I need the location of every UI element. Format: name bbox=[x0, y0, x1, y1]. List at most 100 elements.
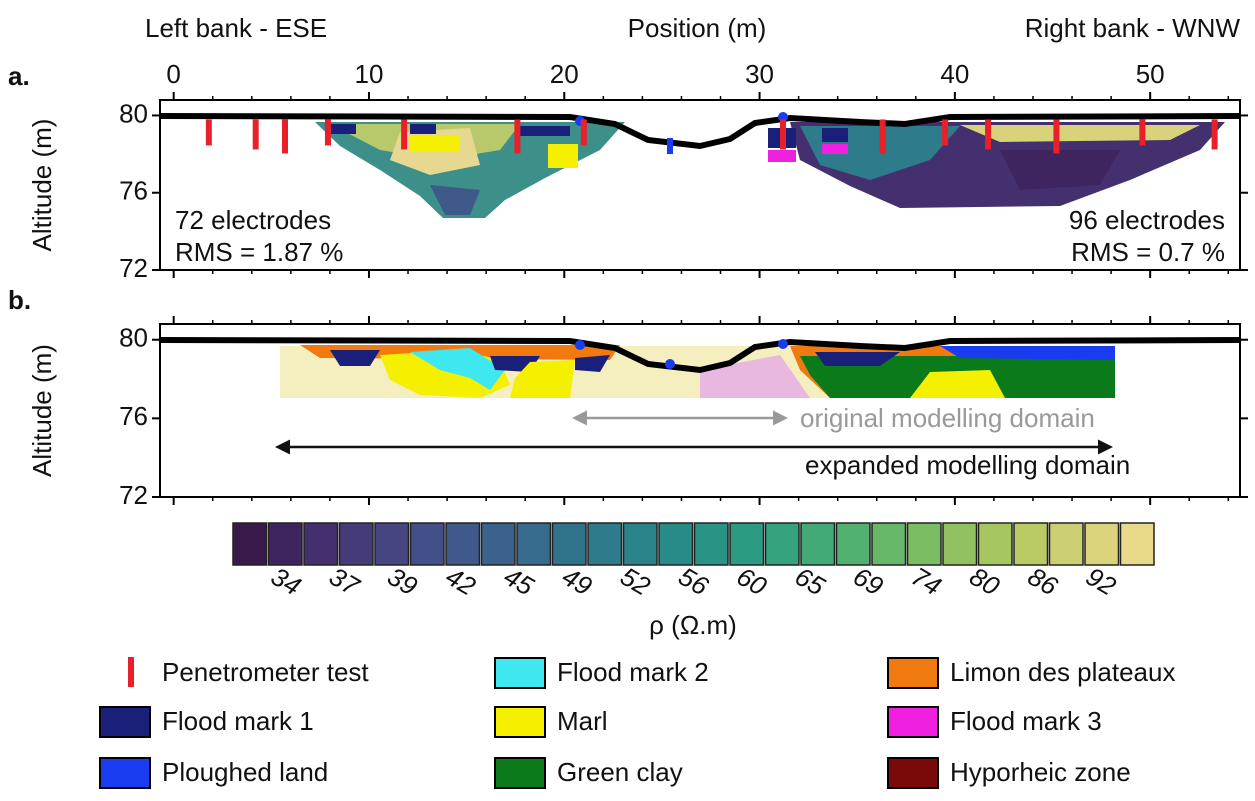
colorbar-cell bbox=[1048, 522, 1084, 566]
penetrometer-test bbox=[780, 119, 787, 150]
survey-markers bbox=[575, 112, 788, 369]
colorbar-cell bbox=[977, 522, 1013, 566]
colorbar-cell bbox=[942, 522, 978, 566]
colorbar-cell bbox=[551, 522, 587, 566]
colorbar-cell bbox=[1119, 522, 1155, 566]
legend-label: Green clay bbox=[557, 757, 683, 787]
electrodes-left: 72 electrodes bbox=[175, 205, 331, 235]
colorbar-tick-label: 65 bbox=[790, 561, 831, 602]
colorbar-tick-label: 74 bbox=[906, 561, 946, 601]
x-tick-label: 40 bbox=[940, 59, 969, 89]
panel-label: a. bbox=[8, 61, 30, 91]
penetrometer-test bbox=[281, 119, 288, 154]
legend-label: Penetrometer test bbox=[162, 657, 369, 687]
colorbar-cell bbox=[267, 522, 303, 566]
penetrometer-test bbox=[942, 119, 949, 146]
colorbar-tick-label: 80 bbox=[965, 561, 1006, 602]
colorbar-tick-label: 69 bbox=[848, 561, 888, 601]
colorbar-cell bbox=[480, 522, 516, 566]
penetrometer-test bbox=[514, 119, 521, 154]
x-tick-label: 50 bbox=[1136, 59, 1165, 89]
rms-right: RMS = 0.7 % bbox=[1071, 237, 1225, 267]
x-tick-label: 0 bbox=[166, 59, 180, 89]
colorbar-tick-label: 34 bbox=[266, 561, 306, 601]
colorbar-cell bbox=[800, 522, 836, 566]
legend-swatch bbox=[887, 706, 939, 738]
colorbar-tick-label: 60 bbox=[732, 561, 773, 602]
penetrometer-test bbox=[1211, 119, 1218, 150]
x-tick-label: 20 bbox=[550, 59, 579, 89]
colorbar-cell bbox=[409, 522, 445, 566]
legend-label: Flood mark 3 bbox=[950, 706, 1102, 736]
plot-frame bbox=[159, 323, 1241, 498]
colorbar-cell bbox=[338, 522, 374, 566]
colorbar-cell bbox=[658, 522, 694, 566]
colorbar-label: ρ (Ω.m) bbox=[649, 610, 737, 640]
colorbar-cell bbox=[587, 522, 623, 566]
panel-label: b. bbox=[8, 285, 31, 315]
x-tick-label: 10 bbox=[355, 59, 384, 89]
colorbar-tick-label: 37 bbox=[324, 561, 365, 602]
penetrometer-test bbox=[985, 119, 992, 150]
legend-label: Flood mark 1 bbox=[162, 706, 314, 736]
colorbar-cell bbox=[445, 522, 481, 566]
y-axis-title: Altitude (m) bbox=[27, 344, 57, 477]
colorbar-tick-label: 42 bbox=[441, 561, 482, 602]
legend-swatch bbox=[99, 757, 151, 789]
plot-frame bbox=[159, 99, 1241, 271]
y-tick-label: 72 bbox=[119, 480, 148, 510]
colorbar-tick-label: 45 bbox=[499, 561, 540, 602]
colorbar-cell bbox=[303, 522, 339, 566]
legend-label: Ploughed land bbox=[162, 757, 328, 787]
colorbar-cell bbox=[906, 522, 942, 566]
colorbar-tick-label: 52 bbox=[615, 561, 656, 602]
legend-label: Flood mark 2 bbox=[557, 657, 709, 687]
rms-left: RMS = 1.87 % bbox=[175, 237, 343, 267]
expanded-domain-label: expanded modelling domain bbox=[805, 450, 1130, 480]
penetrometer-test bbox=[324, 119, 331, 146]
electrodes-right: 96 electrodes bbox=[1069, 205, 1225, 235]
colorbar-tick-label: 56 bbox=[674, 561, 715, 602]
colorbar-cell bbox=[871, 522, 907, 566]
legend-swatch bbox=[494, 757, 546, 789]
colorbar-cell bbox=[764, 522, 800, 566]
ground-surface bbox=[159, 337, 1241, 374]
y-tick-label: 72 bbox=[119, 253, 148, 283]
colorbar-cell bbox=[729, 522, 765, 566]
penetrometer-test bbox=[401, 119, 408, 150]
y-tick-label: 80 bbox=[119, 323, 148, 353]
colorbar-tick-label: 86 bbox=[1023, 561, 1064, 602]
colorbar-tick-label: 92 bbox=[1081, 561, 1122, 602]
legend-label: Hyporheic zone bbox=[950, 757, 1131, 787]
colorbar-tick-label: 49 bbox=[557, 561, 597, 601]
y-tick-label: 76 bbox=[119, 176, 148, 206]
legend-swatch bbox=[887, 657, 939, 689]
legend-swatch bbox=[128, 657, 134, 687]
y-tick-label: 76 bbox=[119, 401, 148, 431]
original-domain-label: original modelling domain bbox=[800, 403, 1095, 433]
y-axis-title: Altitude (m) bbox=[27, 119, 57, 252]
legend-label: Limon des plateaux bbox=[950, 657, 1175, 687]
colorbar-cell bbox=[693, 522, 729, 566]
right-bank-label: Right bank - WNW bbox=[1025, 13, 1241, 43]
colorbar-tick-label: 39 bbox=[382, 561, 422, 601]
legend-swatch bbox=[494, 657, 546, 689]
colorbar-cell bbox=[835, 522, 871, 566]
legend-swatch bbox=[887, 757, 939, 789]
x-axis-title: Position (m) bbox=[628, 13, 767, 43]
penetrometer-test bbox=[1139, 119, 1146, 146]
colorbar-cell bbox=[374, 522, 410, 566]
x-tick-label: 30 bbox=[745, 59, 774, 89]
colorbar-cell bbox=[622, 522, 658, 566]
ground-surface bbox=[159, 113, 1241, 150]
penetrometer-test bbox=[1053, 119, 1060, 154]
left-bank-label: Left bank - ESE bbox=[145, 13, 327, 43]
legend-label: Marl bbox=[557, 706, 608, 736]
penetrometer-test bbox=[879, 119, 886, 154]
penetrometer-test bbox=[205, 119, 212, 146]
resistivity-section-a bbox=[315, 122, 1225, 218]
y-tick-label: 80 bbox=[119, 98, 148, 128]
colorbar-cell bbox=[1084, 522, 1120, 566]
penetrometer-test bbox=[252, 119, 259, 150]
